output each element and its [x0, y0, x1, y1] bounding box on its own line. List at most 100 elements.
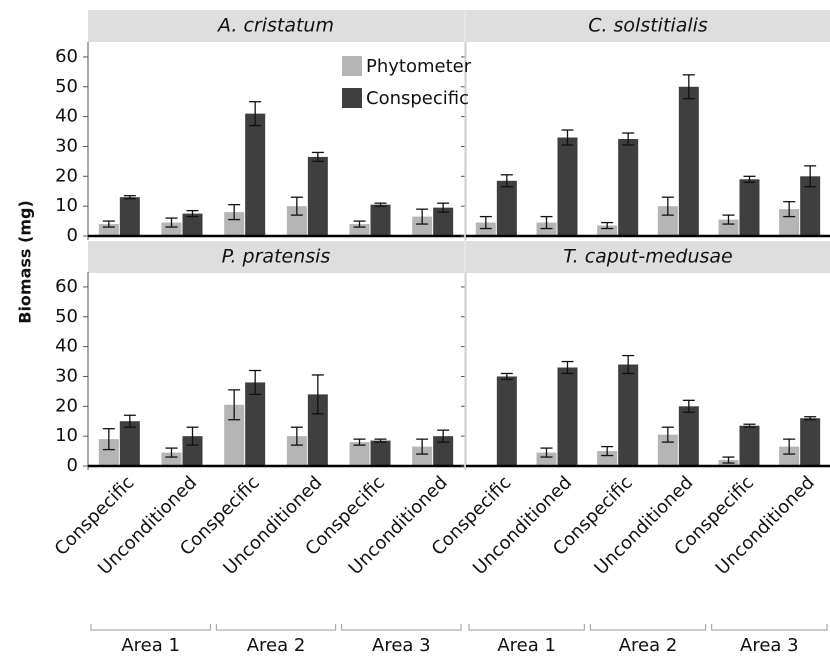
bar — [475, 222, 496, 236]
panel-title: T. caput-medusae — [563, 246, 732, 268]
bar — [618, 364, 639, 466]
group-bracket — [215, 624, 337, 631]
group-label: Area 2 — [619, 635, 678, 656]
bar — [370, 440, 391, 466]
y-tick-label: 50 — [55, 306, 78, 327]
bar — [433, 207, 454, 236]
y-axis-label: Biomass (mg) — [16, 200, 35, 324]
bar — [182, 436, 203, 466]
error-bar — [500, 174, 513, 188]
y-tick-label: 60 — [55, 46, 78, 67]
bar — [286, 436, 307, 466]
bar — [349, 224, 370, 236]
bar — [597, 451, 618, 466]
bar — [496, 180, 517, 236]
bar — [678, 86, 699, 237]
legend-swatch — [342, 56, 362, 76]
y-tick-label: 30 — [55, 135, 78, 156]
strip-background — [88, 10, 464, 42]
error-bar — [437, 429, 450, 443]
error-bar — [622, 132, 635, 146]
error-bar — [783, 201, 796, 218]
panel-title: A. cristatum — [216, 15, 334, 37]
bar — [657, 206, 678, 236]
bar — [307, 156, 328, 236]
bar — [739, 425, 760, 466]
bar — [800, 176, 821, 236]
bar — [779, 209, 800, 236]
bar — [536, 452, 557, 466]
error-bar — [249, 101, 262, 127]
error-bar — [228, 204, 241, 221]
error-bar — [437, 202, 450, 213]
bar — [779, 446, 800, 466]
error-bar — [290, 426, 303, 446]
error-bar — [353, 438, 366, 446]
y-tick-label: 40 — [55, 336, 78, 357]
bar — [161, 222, 182, 236]
error-bar — [601, 445, 614, 457]
error-bar — [722, 214, 735, 225]
bar — [739, 179, 760, 236]
error-bar — [165, 447, 178, 458]
group-label: Area 1 — [497, 635, 556, 656]
error-bar — [682, 399, 695, 413]
y-tick-label: 10 — [55, 195, 78, 216]
error-bar — [722, 456, 735, 464]
error-bar — [783, 438, 796, 455]
group-bracket — [468, 624, 585, 631]
bar — [245, 382, 266, 466]
bar — [98, 224, 119, 236]
bar — [370, 204, 391, 236]
error-bar — [743, 175, 756, 183]
bar — [412, 216, 433, 236]
panel-title: P. pratensis — [222, 246, 331, 268]
bar — [412, 446, 433, 466]
group-label: Area 2 — [247, 635, 306, 656]
legend-swatch — [342, 88, 362, 108]
error-bar — [102, 220, 115, 228]
error-bar — [479, 215, 492, 230]
error-bar — [682, 74, 695, 100]
error-bar — [186, 209, 199, 218]
y-tick-label: 0 — [67, 225, 78, 246]
error-bar — [123, 195, 136, 200]
error-bar — [601, 221, 614, 230]
panel-title: C. solstitialis — [588, 15, 708, 37]
bar — [597, 225, 618, 236]
error-bar — [165, 217, 178, 228]
error-bar — [540, 215, 553, 230]
y-tick-label: 20 — [55, 165, 78, 186]
group-bracket — [341, 624, 462, 631]
bar — [557, 367, 578, 466]
group-bracket — [90, 624, 211, 631]
y-tick-label: 50 — [55, 76, 78, 97]
bar — [286, 206, 307, 236]
y-tick-label: 30 — [55, 365, 78, 386]
y-tick-label: 60 — [55, 276, 78, 297]
error-bar — [743, 423, 756, 428]
error-bar — [374, 202, 387, 207]
error-bar — [622, 354, 635, 375]
error-bar — [804, 165, 817, 188]
bar — [245, 113, 266, 236]
strip-background — [88, 241, 464, 273]
group-bracket — [589, 624, 707, 631]
error-bar — [540, 447, 553, 458]
y-tick-label: 10 — [55, 425, 78, 446]
bar — [618, 139, 639, 236]
bar — [678, 406, 699, 466]
error-bar — [561, 360, 574, 375]
group-bracket — [711, 624, 828, 631]
bar — [119, 421, 140, 466]
bar — [98, 439, 119, 466]
bar — [536, 222, 557, 236]
error-bar — [311, 374, 324, 415]
error-bar — [561, 129, 574, 146]
error-bar — [416, 208, 429, 225]
error-bar — [804, 416, 817, 421]
error-bar — [290, 196, 303, 216]
error-bar — [186, 426, 199, 446]
error-bar — [661, 196, 674, 216]
